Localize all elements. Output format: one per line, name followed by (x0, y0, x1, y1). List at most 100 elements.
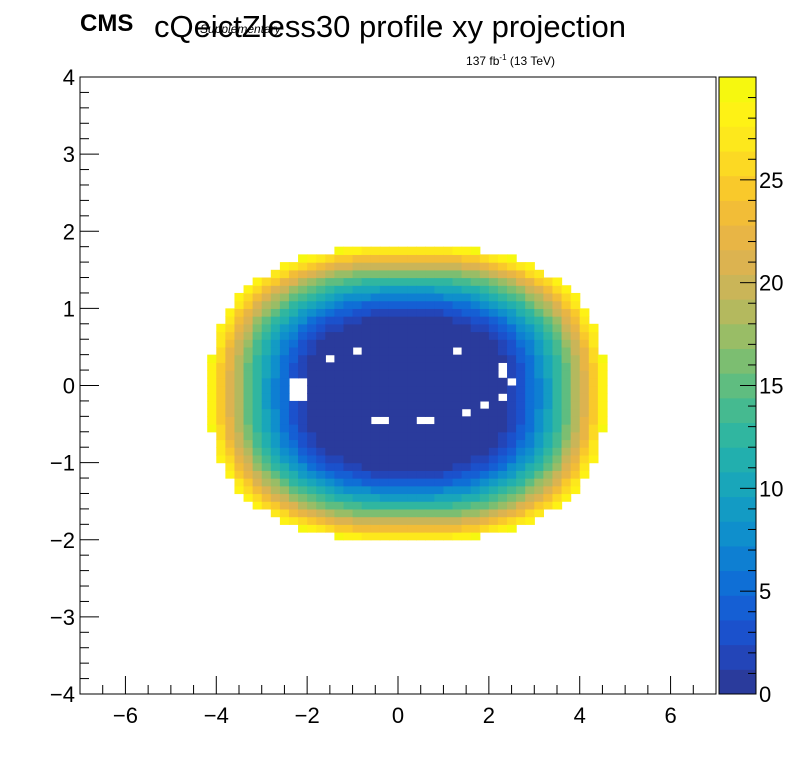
heatmap-cell (325, 431, 335, 441)
heatmap-cell (434, 354, 445, 363)
heatmap-cell (270, 493, 281, 502)
heatmap-cell (234, 370, 245, 379)
heatmap-cell (479, 524, 490, 533)
heatmap-cell (407, 447, 417, 456)
heatmap-cell (298, 346, 308, 356)
heatmap-cell (497, 354, 508, 363)
heatmap-cell (452, 393, 463, 402)
heatmap-cell (570, 331, 581, 340)
heatmap-cell (352, 393, 363, 402)
heatmap-cell (425, 370, 435, 379)
heatmap-cell (334, 424, 345, 433)
heatmap-cell (216, 447, 226, 456)
heatmap-cell (479, 431, 490, 441)
heatmap-cell (307, 370, 317, 379)
heatmap-cell (298, 424, 308, 433)
heatmap-cell (325, 485, 335, 495)
heatmap-cell (361, 354, 372, 363)
heatmap-cell (434, 524, 445, 533)
heatmap-cell (252, 300, 263, 309)
heatmap-cell (497, 516, 508, 525)
heatmap-cell (461, 308, 472, 317)
heatmap-cell (570, 470, 581, 479)
heatmap-cell (434, 485, 445, 495)
heatmap-cell (352, 254, 363, 263)
heatmap-cell (497, 292, 508, 302)
heatmap-cell (361, 262, 372, 271)
heatmap-cell (470, 323, 481, 333)
heatmap-cell (525, 285, 535, 294)
heatmap-cell (307, 508, 317, 518)
heatmap-cell (352, 323, 363, 333)
heatmap-cell (361, 400, 372, 410)
heatmap-cell (361, 462, 372, 471)
heatmap-cell (307, 493, 317, 502)
heatmap-cell (234, 316, 245, 325)
heatmap-cell (370, 308, 381, 317)
heatmap-cell (334, 285, 345, 294)
heatmap-cell (443, 493, 454, 502)
heatmap-cell (470, 493, 481, 502)
heatmap-cell (588, 408, 599, 417)
y-tick-label: −1 (50, 451, 75, 476)
heatmap-cell (225, 454, 236, 464)
heatmap-cell (398, 323, 408, 333)
heatmap-cell (352, 501, 363, 510)
heatmap-cell (234, 439, 245, 448)
heatmap-cell (361, 285, 372, 294)
heatmap-cell (298, 408, 308, 417)
heatmap-cell (425, 447, 435, 456)
heatmap-cell (361, 516, 372, 525)
heatmap-cell (243, 292, 254, 302)
heatmap-cell (416, 508, 426, 518)
heatmap-cell (561, 462, 572, 471)
heatmap-cell (434, 393, 445, 402)
heatmap-cell (497, 431, 508, 441)
heatmap-cell (425, 316, 435, 325)
heatmap-cell (270, 462, 281, 471)
heatmap-cell (443, 308, 454, 317)
heatmap-cell (516, 316, 526, 325)
heatmap-cell (543, 447, 554, 456)
heatmap-cell (398, 316, 408, 325)
heatmap-cell (279, 470, 290, 479)
heatmap-cell (552, 424, 563, 433)
heatmap-cell (525, 308, 535, 317)
heatmap-cell (479, 454, 490, 464)
heatmap-cell (434, 292, 445, 302)
heatmap-cell (325, 300, 335, 309)
heatmap-cell (325, 277, 335, 286)
heatmap-cell (288, 362, 299, 371)
heatmap-cell (534, 339, 544, 348)
heatmap-cell (470, 416, 481, 425)
heatmap-cell (398, 308, 408, 317)
heatmap-cell (252, 354, 263, 363)
heatmap-cell (516, 454, 526, 464)
heatmap-cell (425, 377, 435, 387)
heatmap-cell (370, 493, 381, 502)
heatmap-cell (234, 424, 245, 433)
heatmap-cell (379, 269, 390, 279)
heatmap-cell (288, 292, 299, 302)
heatmap-cell (252, 462, 263, 471)
heatmap-cell (334, 385, 345, 394)
heatmap-cell (416, 262, 426, 271)
heatmap-cell (279, 323, 290, 333)
heatmap-cell (343, 462, 354, 471)
z-tick-label: 15 (759, 374, 783, 399)
heatmap-cell (316, 400, 326, 410)
heatmap-cell (452, 454, 463, 464)
heatmap-cell (543, 454, 554, 464)
x-tick-label: −6 (113, 703, 138, 728)
heatmap-cell (579, 470, 590, 479)
heatmap-cell (407, 362, 417, 371)
heatmap-cell (525, 424, 535, 433)
heatmap-cell (534, 354, 544, 363)
heatmap-cell (479, 354, 490, 363)
heatmap-cell (334, 308, 345, 317)
lumi-label: 137 fb-1 (13 TeV) (466, 53, 555, 68)
heatmap-cell (534, 462, 544, 471)
heatmap-cell (298, 262, 308, 271)
heatmap-cell (243, 485, 254, 495)
heatmap-cell (425, 508, 435, 518)
